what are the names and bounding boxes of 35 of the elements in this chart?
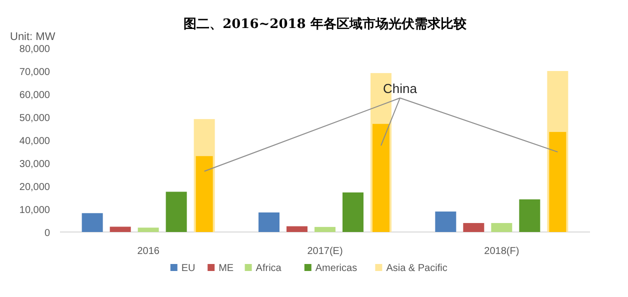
bar [549,132,566,232]
y-tick-label: 70,000 [19,67,50,78]
y-tick-label: 30,000 [19,159,50,170]
legend-label: ME [218,263,234,274]
y-tick-label: 60,000 [19,90,50,101]
legend-label: EU [181,263,196,274]
x-tick-label: 2016 [137,246,160,257]
chart-title: 图二、2016~2018 年各区域市场光伏需求比较 [184,16,468,32]
bar [519,199,540,232]
y-tick-label: 10,000 [19,205,50,216]
y-tick-label: 20,000 [19,182,50,193]
legend-label: Africa [256,263,282,274]
x-tick-label: 2017(E) [307,246,343,257]
y-axis-title: Unit: MW [10,31,56,43]
bar [138,228,159,232]
legend-label: Americas [315,263,358,274]
bar [196,156,213,232]
y-tick-label: 80,000 [19,44,50,55]
bar [463,223,484,232]
bar [110,226,131,232]
y-tick-label: 0 [44,228,50,239]
bar [342,192,364,232]
annotation: China [383,81,418,96]
bar [491,223,512,232]
legend-label: Asia & Pacific [386,263,448,274]
bar [258,212,280,232]
bar [372,124,390,232]
bar [286,226,308,232]
y-tick-label: 50,000 [19,113,50,124]
x-tick-label: 2018(F) [484,246,520,257]
bar [314,226,336,232]
bar [82,213,103,232]
y-tick-label: 40,000 [19,136,50,147]
bar [166,192,187,232]
bar [435,212,456,232]
